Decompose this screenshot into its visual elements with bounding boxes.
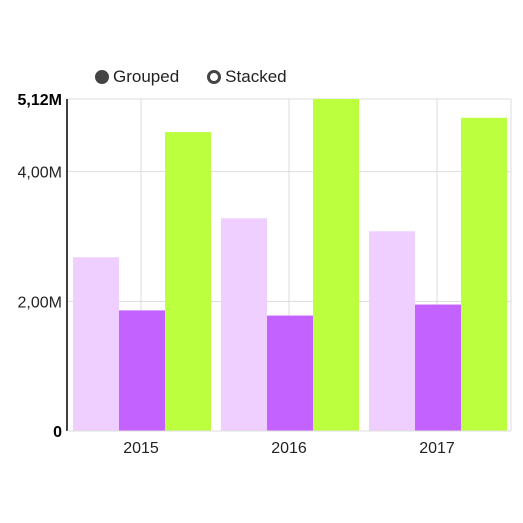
- bar-2016-series-3: [313, 99, 359, 431]
- x-tick-label: 2015: [123, 440, 159, 457]
- grouped-radio[interactable]: Grouped: [95, 67, 179, 87]
- grouped-radio-label: Grouped: [113, 67, 180, 86]
- bar-2015-series-3: [165, 132, 211, 431]
- x-tick-label: 2016: [271, 440, 307, 457]
- stacked-radio[interactable]: Stacked: [207, 67, 287, 87]
- layout-toggle: Grouped Stacked: [95, 67, 287, 87]
- bar-2017-series-3: [461, 117, 507, 431]
- grouped-radio-icon: [95, 70, 109, 84]
- bar-2017-series-2: [415, 304, 461, 431]
- y-tick-label: 4,00M: [18, 165, 62, 182]
- bar-2015-series-1: [73, 257, 119, 431]
- bar-2017-series-1: [369, 231, 415, 431]
- bar-2015-series-2: [119, 310, 165, 431]
- y-tick-label: 5,12M: [18, 92, 62, 109]
- y-tick-label: 0: [53, 424, 62, 441]
- bar-2016-series-2: [267, 315, 313, 431]
- x-tick-label: 2017: [419, 440, 455, 457]
- stacked-radio-label: Stacked: [225, 67, 287, 86]
- stacked-radio-icon: [207, 70, 222, 84]
- y-tick-label: 2,00M: [18, 294, 62, 311]
- bar-2016-series-1: [221, 218, 267, 431]
